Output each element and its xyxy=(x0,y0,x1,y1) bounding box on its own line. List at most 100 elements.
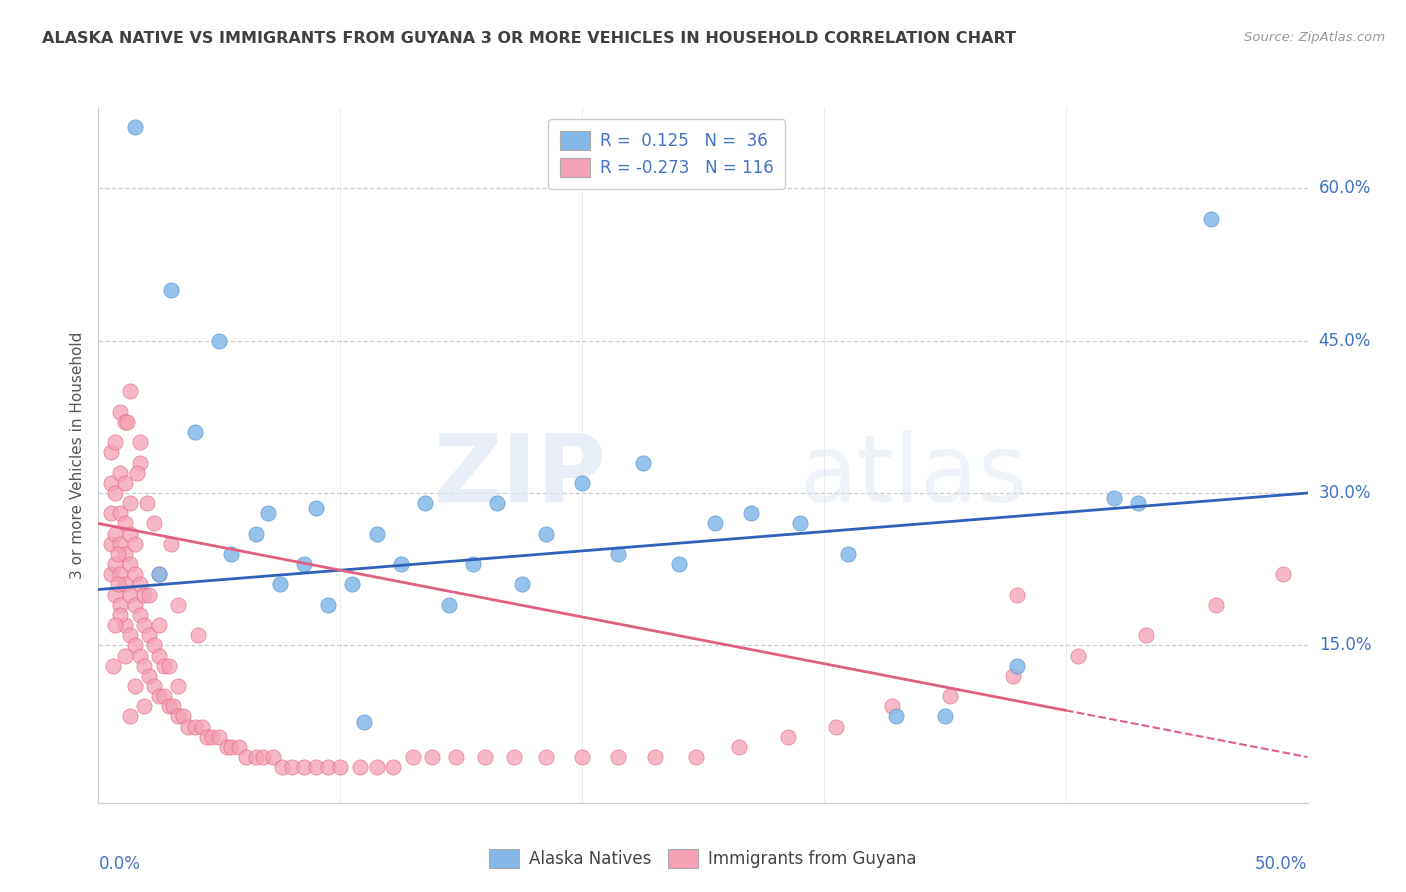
Point xyxy=(184,425,207,439)
Point xyxy=(685,750,707,764)
Text: 30.0%: 30.0% xyxy=(1319,484,1371,502)
Text: ALASKA NATIVE VS IMMIGRANTS FROM GUYANA 3 OR MORE VEHICLES IN HOUSEHOLD CORRELAT: ALASKA NATIVE VS IMMIGRANTS FROM GUYANA … xyxy=(42,31,1017,46)
Legend: Alaska Natives, Immigrants from Guyana: Alaska Natives, Immigrants from Guyana xyxy=(482,842,924,874)
Point xyxy=(262,750,284,764)
Point xyxy=(108,506,131,520)
Point xyxy=(138,628,160,642)
Point xyxy=(486,496,509,510)
Point xyxy=(1007,588,1029,602)
Point xyxy=(292,557,315,571)
Point xyxy=(413,496,436,510)
Point xyxy=(134,699,156,714)
Point xyxy=(228,739,250,754)
Text: 15.0%: 15.0% xyxy=(1319,636,1371,655)
Point xyxy=(534,750,557,764)
Point xyxy=(114,648,136,663)
Point xyxy=(108,466,131,480)
Point xyxy=(571,475,593,490)
Point xyxy=(134,658,156,673)
Point xyxy=(114,415,136,429)
Point xyxy=(252,750,274,764)
Point xyxy=(127,466,149,480)
Point xyxy=(329,760,352,774)
Point xyxy=(235,750,257,764)
Point xyxy=(256,506,278,520)
Point xyxy=(162,699,184,714)
Point xyxy=(160,283,183,297)
Point xyxy=(104,486,127,500)
Point xyxy=(134,618,156,632)
Point xyxy=(221,547,243,561)
Point xyxy=(172,709,194,723)
Point xyxy=(152,658,174,673)
Point xyxy=(305,760,328,774)
Text: 45.0%: 45.0% xyxy=(1319,332,1371,350)
Point xyxy=(124,679,146,693)
Text: ZIP: ZIP xyxy=(433,430,606,522)
Point xyxy=(607,750,630,764)
Point xyxy=(134,588,156,602)
Point xyxy=(607,547,630,561)
Point xyxy=(1135,628,1157,642)
Point xyxy=(201,730,224,744)
Point xyxy=(128,456,150,470)
Point xyxy=(366,760,388,774)
Point xyxy=(1001,669,1024,683)
Point xyxy=(644,750,666,764)
Point xyxy=(117,415,139,429)
Text: atlas: atlas xyxy=(800,430,1028,522)
Point xyxy=(104,557,127,571)
Point xyxy=(728,739,751,754)
Text: 0.0%: 0.0% xyxy=(98,855,141,873)
Point xyxy=(138,669,160,683)
Point xyxy=(886,709,908,723)
Point xyxy=(114,577,136,591)
Point xyxy=(118,526,141,541)
Point xyxy=(100,506,122,520)
Point xyxy=(108,537,131,551)
Point xyxy=(474,750,496,764)
Point xyxy=(118,557,141,571)
Point xyxy=(167,679,190,693)
Point xyxy=(342,577,364,591)
Point xyxy=(353,714,375,729)
Point xyxy=(221,739,243,754)
Point xyxy=(292,760,315,774)
Point xyxy=(389,557,412,571)
Point xyxy=(108,598,131,612)
Point xyxy=(124,537,146,551)
Point xyxy=(305,501,328,516)
Point xyxy=(366,526,388,541)
Point xyxy=(938,689,960,703)
Point xyxy=(281,760,304,774)
Point xyxy=(510,577,533,591)
Point xyxy=(837,547,859,561)
Point xyxy=(1007,658,1029,673)
Point xyxy=(107,547,129,561)
Point xyxy=(143,639,166,653)
Point xyxy=(1205,598,1227,612)
Point xyxy=(157,658,180,673)
Point xyxy=(148,618,170,632)
Text: Source: ZipAtlas.com: Source: ZipAtlas.com xyxy=(1244,31,1385,45)
Point xyxy=(167,598,190,612)
Point xyxy=(104,435,127,450)
Point xyxy=(571,750,593,764)
Point xyxy=(934,709,956,723)
Point xyxy=(880,699,903,714)
Point xyxy=(187,628,209,642)
Point xyxy=(420,750,443,764)
Point xyxy=(245,526,267,541)
Point xyxy=(157,699,180,714)
Point xyxy=(152,689,174,703)
Point xyxy=(349,760,371,774)
Point xyxy=(114,516,136,531)
Point xyxy=(789,516,811,531)
Point xyxy=(148,648,170,663)
Point xyxy=(1272,567,1295,582)
Point xyxy=(825,720,848,734)
Point xyxy=(100,537,122,551)
Point xyxy=(177,720,200,734)
Point xyxy=(104,588,127,602)
Point xyxy=(124,567,146,582)
